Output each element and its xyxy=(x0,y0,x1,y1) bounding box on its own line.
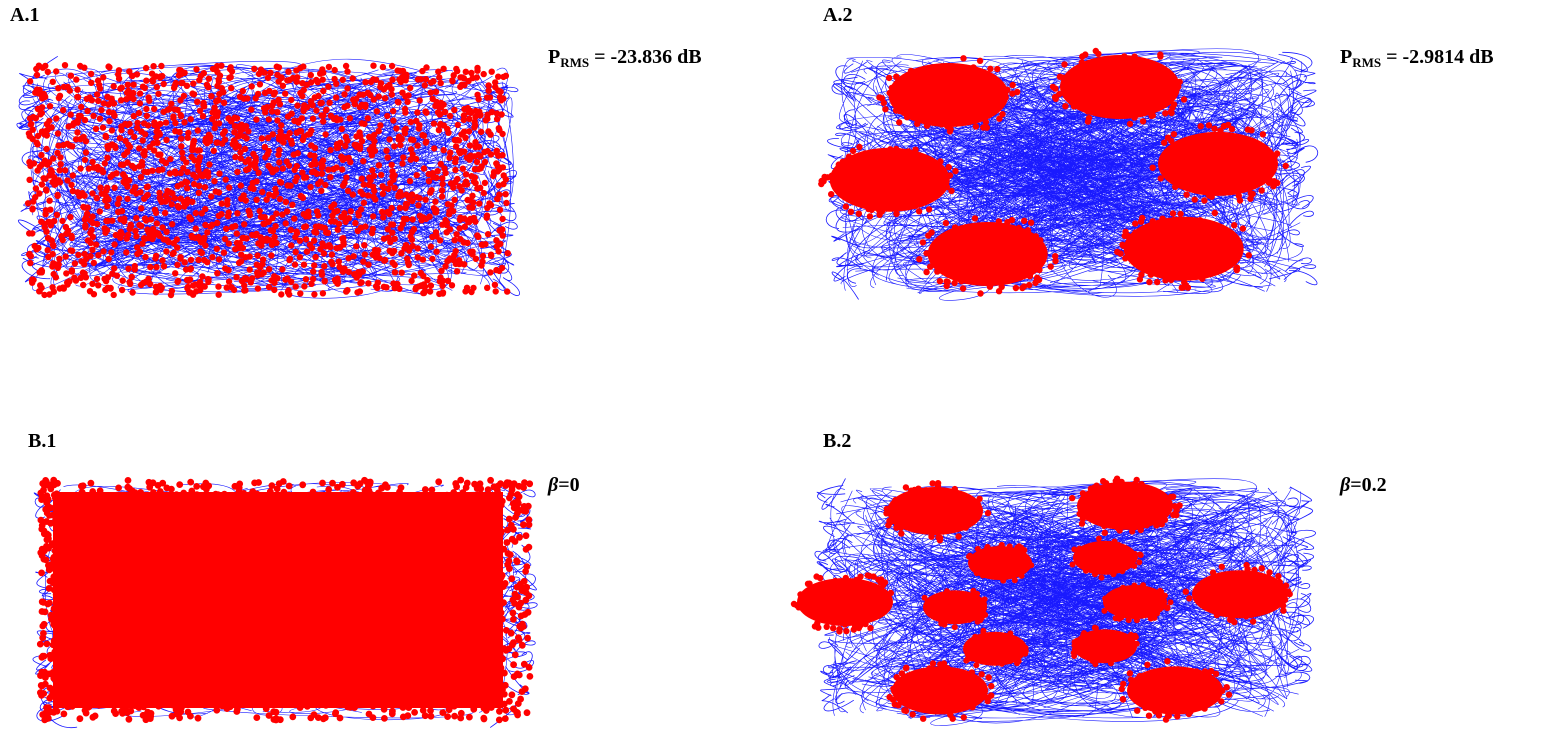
symbol-dots xyxy=(790,572,894,635)
trajectory-edge-loops xyxy=(825,51,1319,300)
symbol-points xyxy=(886,660,995,722)
symbol-dots xyxy=(1114,209,1252,291)
panel-label-b2: B.2 xyxy=(823,430,852,452)
symbol-dots xyxy=(1069,535,1144,581)
symbol-dots xyxy=(1149,121,1289,204)
symbol-dots xyxy=(886,660,995,722)
symbol-dots xyxy=(963,627,1029,669)
symbol-points xyxy=(963,627,1029,669)
symbol-dots xyxy=(876,55,1021,135)
symbol-points xyxy=(1101,582,1174,624)
symbol-points xyxy=(916,215,1059,297)
symbol-points xyxy=(1069,535,1144,581)
symbol-points xyxy=(1070,624,1140,668)
symbol-dots xyxy=(1101,582,1174,624)
panel-label-b1: B.1 xyxy=(28,430,57,452)
symbol-points xyxy=(790,572,894,635)
panel-label-a1: A.1 xyxy=(10,4,40,26)
symbol-dots xyxy=(966,541,1035,584)
symbol-cluster xyxy=(1060,55,1180,120)
prms-annotation-a2: PRMS = -2.9814 dB xyxy=(1340,46,1494,70)
symbol-dots xyxy=(1070,624,1140,668)
symbol-points xyxy=(1069,475,1183,536)
symbol-dense-region xyxy=(53,492,503,708)
constellation-plot-b2 xyxy=(790,475,1317,726)
symbol-dots xyxy=(921,587,989,631)
constellation-plot-a1 xyxy=(16,55,520,299)
symbol-dots xyxy=(1118,658,1233,723)
symbol-cluster xyxy=(888,63,1009,127)
symbol-points xyxy=(818,143,959,220)
symbol-dots xyxy=(1069,475,1183,536)
constellation-plot-a2 xyxy=(818,47,1319,301)
symbol-points xyxy=(1118,658,1233,723)
symbol-dots xyxy=(24,62,511,299)
symbol-points xyxy=(1182,561,1293,626)
symbol-points xyxy=(876,55,1021,135)
beta-annotation-b2: β=0.2 xyxy=(1340,474,1387,496)
symbol-dots xyxy=(883,480,992,544)
symbol-dots xyxy=(1182,561,1293,626)
symbol-cluster xyxy=(927,222,1048,286)
symbol-points xyxy=(1114,209,1252,291)
prms-annotation-a1: PRMS = -23.836 dB xyxy=(548,46,702,70)
symbol-points xyxy=(921,587,989,631)
beta-annotation-b1: β=0 xyxy=(548,474,580,496)
symbol-points xyxy=(1149,121,1289,204)
symbol-points xyxy=(966,541,1035,584)
constellation-plot-b1 xyxy=(32,476,538,728)
symbol-dots xyxy=(916,215,1059,297)
symbol-points xyxy=(24,62,511,299)
symbol-points xyxy=(883,480,992,544)
symbol-dots xyxy=(818,143,959,220)
panel-label-a2: A.2 xyxy=(823,4,853,26)
